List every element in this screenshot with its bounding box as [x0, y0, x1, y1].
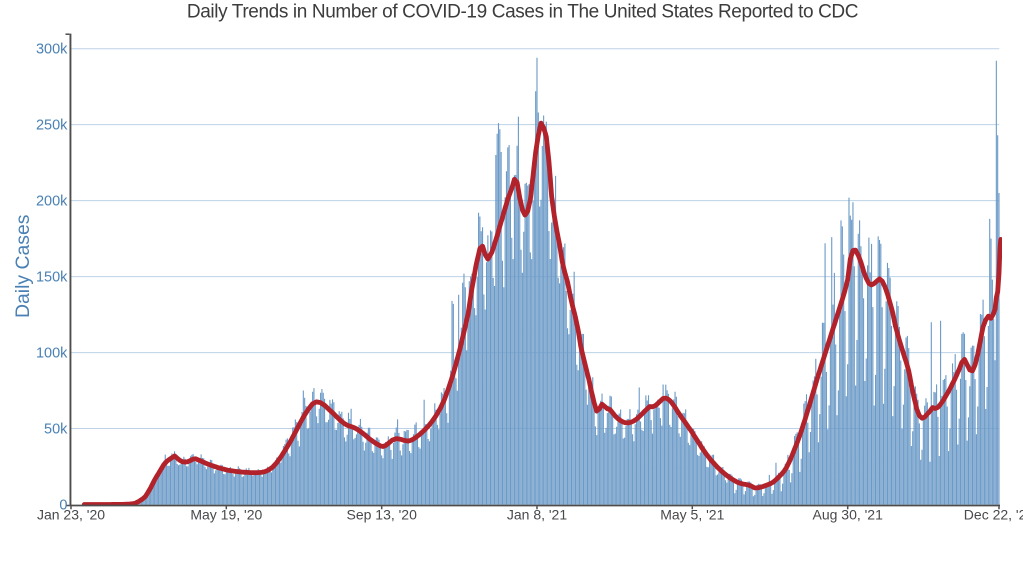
svg-text:Sep 13, '20: Sep 13, '20	[346, 507, 417, 523]
svg-text:200k: 200k	[36, 193, 68, 209]
svg-text:50k: 50k	[44, 421, 68, 437]
svg-text:Dec 22, '21: Dec 22, '21	[964, 507, 1023, 523]
svg-text:300k: 300k	[36, 42, 68, 58]
svg-text:Daily Cases: Daily Cases	[12, 215, 34, 318]
svg-text:May 19, '20: May 19, '20	[190, 507, 262, 523]
svg-text:100k: 100k	[36, 345, 68, 361]
svg-text:0: 0	[59, 497, 67, 513]
svg-text:250k: 250k	[36, 117, 68, 133]
svg-text:Daily Trends in Number of COVI: Daily Trends in Number of COVID-19 Cases…	[187, 2, 858, 23]
svg-text:Jan 23, '20: Jan 23, '20	[37, 507, 105, 523]
svg-text:May 5, '21: May 5, '21	[660, 507, 724, 523]
svg-text:Aug 30, '21: Aug 30, '21	[812, 507, 883, 523]
svg-text:Jan 8, '21: Jan 8, '21	[507, 507, 567, 523]
svg-text:150k: 150k	[36, 269, 68, 285]
